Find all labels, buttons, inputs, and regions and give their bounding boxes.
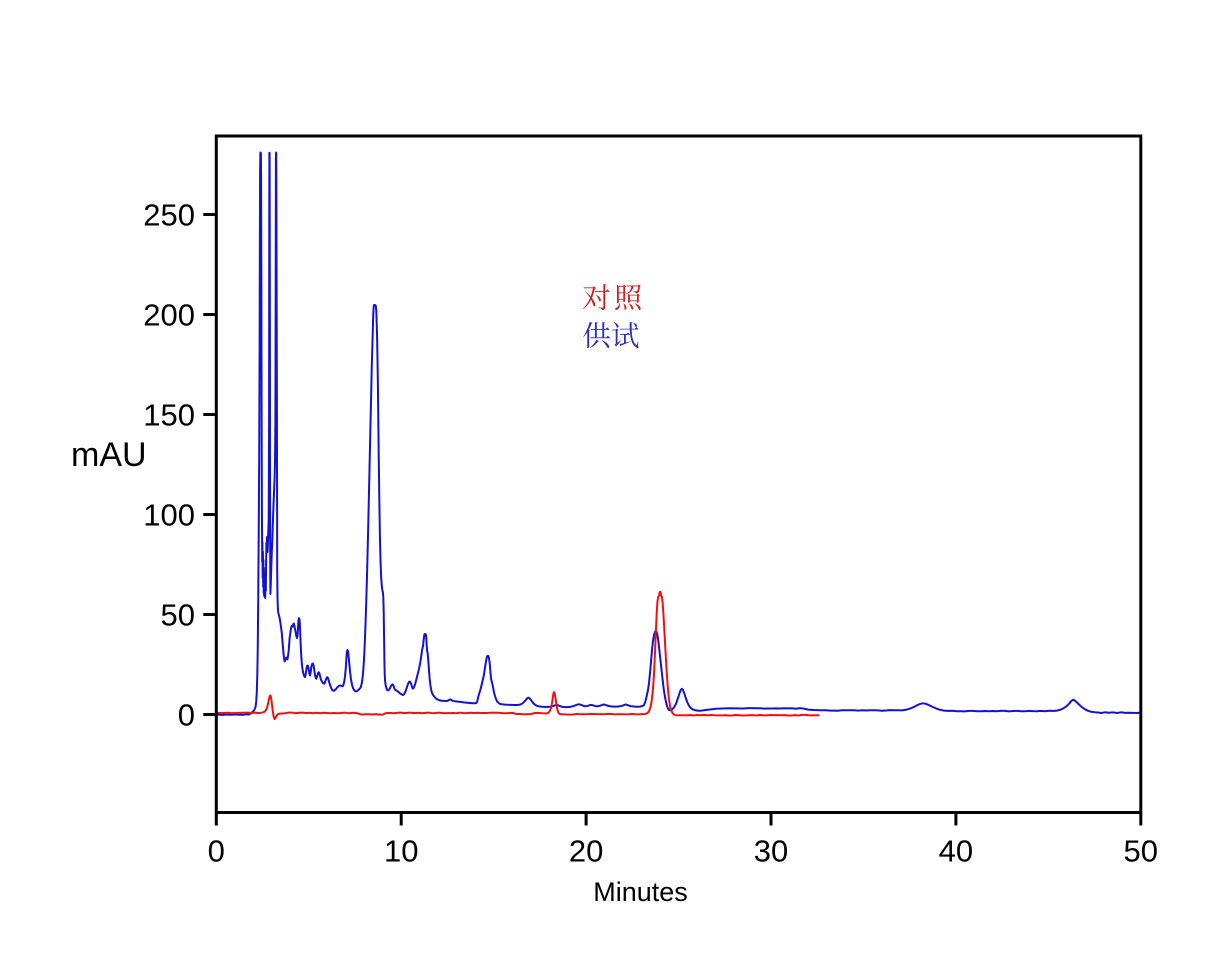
svg-text:mAU: mAU (71, 436, 147, 474)
svg-text:20: 20 (569, 834, 603, 869)
svg-text:0: 0 (178, 698, 195, 733)
svg-text:50: 50 (1124, 834, 1158, 869)
svg-text:50: 50 (161, 598, 195, 633)
svg-text:10: 10 (384, 834, 418, 869)
svg-text:Minutes: Minutes (593, 877, 688, 907)
svg-text:0: 0 (208, 834, 225, 869)
svg-text:100: 100 (143, 498, 195, 533)
svg-text:150: 150 (143, 398, 195, 433)
svg-text:200: 200 (143, 298, 195, 333)
svg-text:40: 40 (939, 834, 973, 869)
svg-text:250: 250 (143, 198, 195, 233)
svg-text:30: 30 (754, 834, 788, 869)
